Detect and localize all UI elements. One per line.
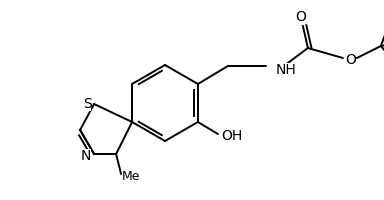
Text: S: S (83, 97, 91, 111)
Text: NH: NH (276, 63, 297, 77)
Text: OH: OH (221, 129, 243, 143)
Text: O: O (346, 53, 356, 67)
Text: O: O (295, 10, 306, 24)
Text: Me: Me (122, 170, 140, 182)
Text: N: N (81, 149, 91, 163)
